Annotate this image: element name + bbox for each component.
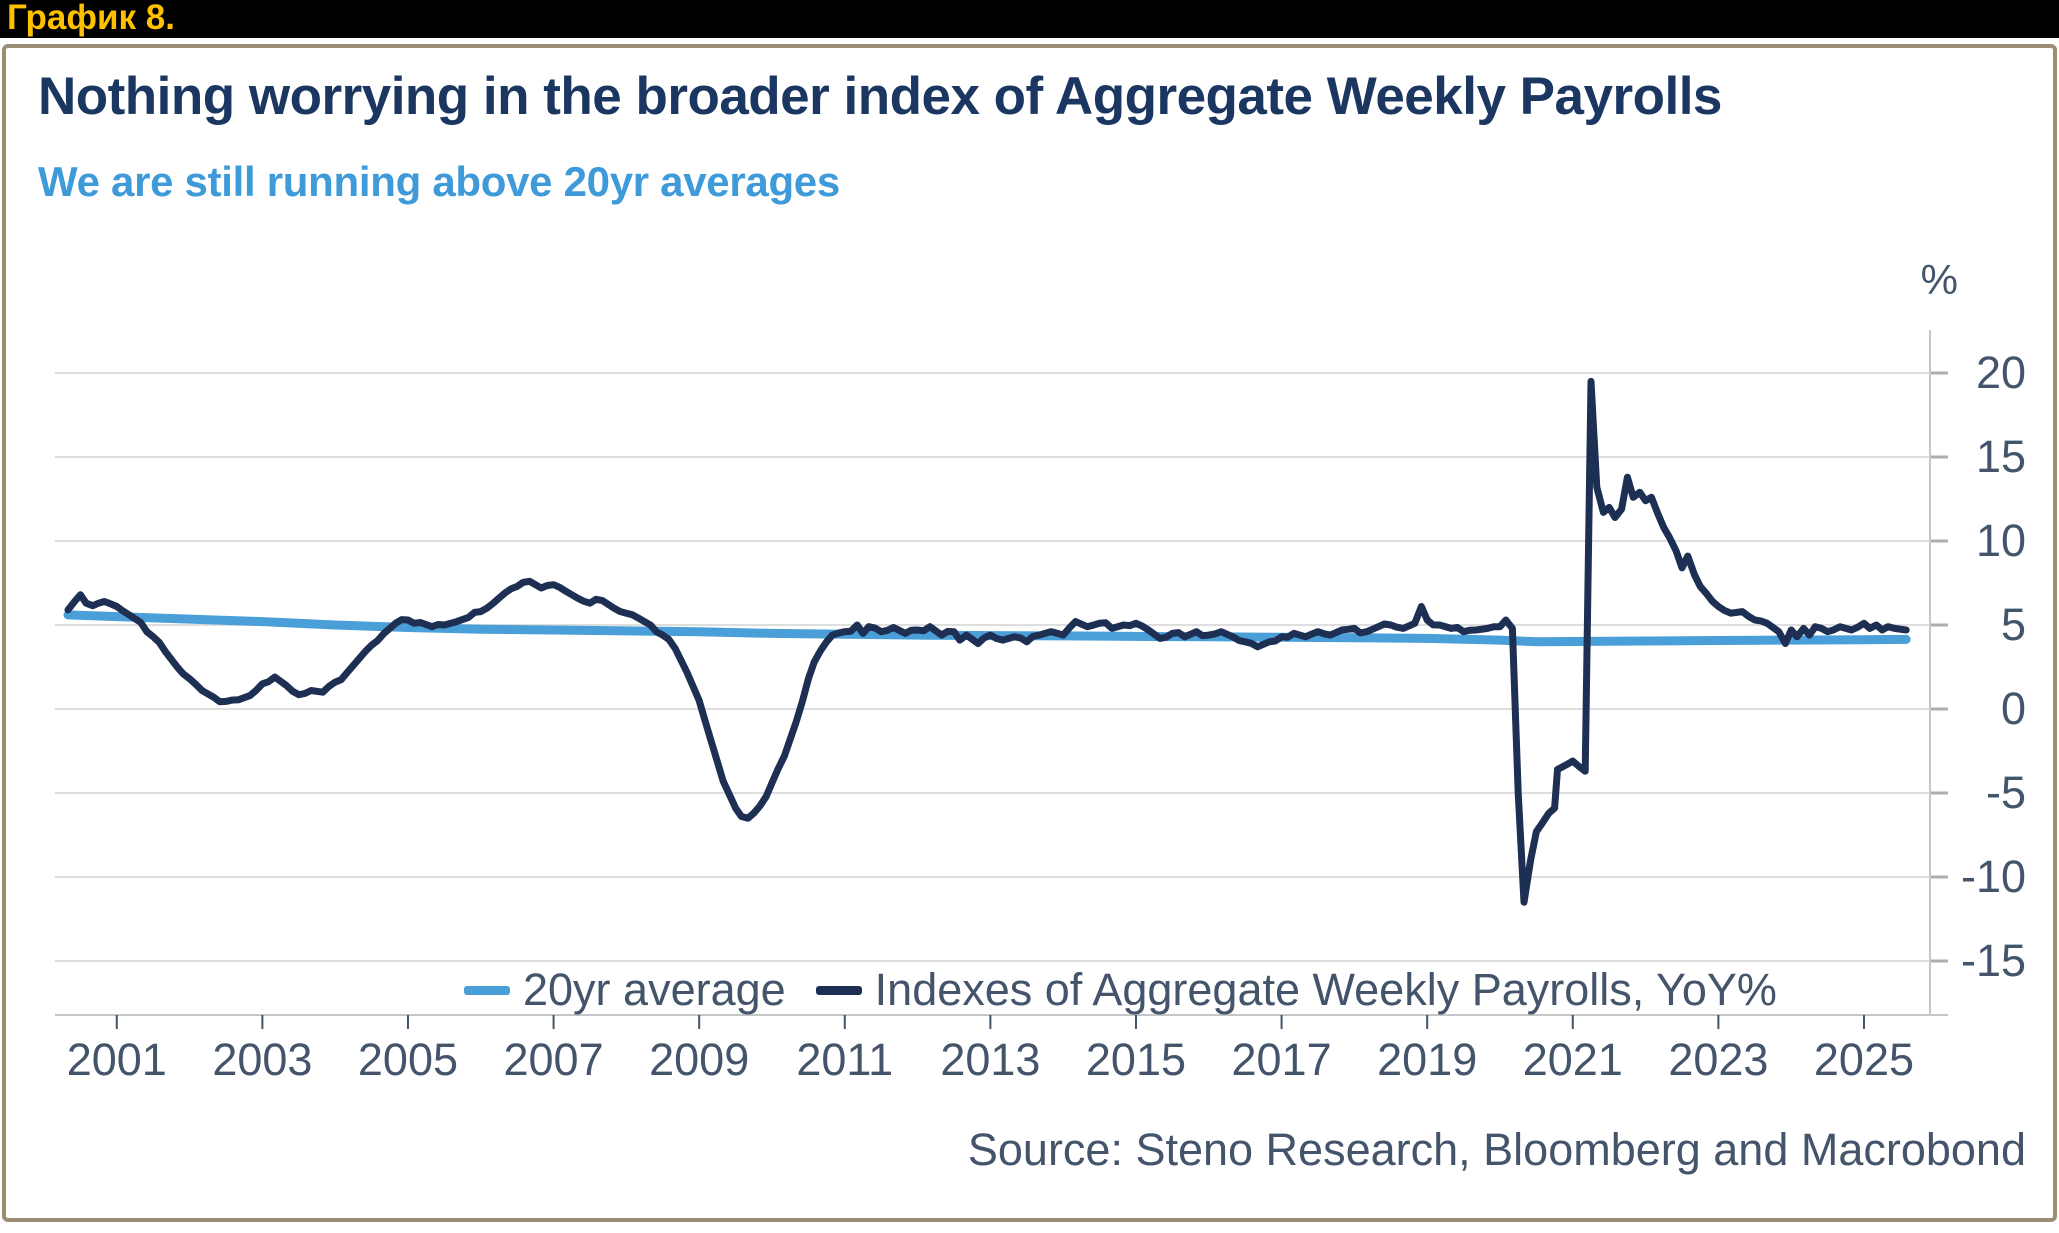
- legend-swatch-20yr-average: [464, 985, 510, 995]
- x-tick-label: 2005: [357, 1034, 459, 1085]
- payrolls-line-chart: [55, 330, 1948, 1029]
- x-tick-label: 2023: [1668, 1034, 1769, 1085]
- y-tick-label: 10: [1975, 515, 2026, 566]
- series-line-20yr-average: [63, 610, 1911, 647]
- legend-label: Indexes of Aggregate Weekly Payrolls, Yo…: [874, 964, 1777, 1015]
- y-tick-label: -10: [1960, 851, 2026, 902]
- x-tick-label: 2003: [212, 1034, 313, 1085]
- y-tick-label: -5: [1985, 767, 2026, 818]
- y-tick-label: -15: [1960, 935, 2026, 986]
- legend-label: 20yr average: [523, 964, 786, 1015]
- y-axis-unit-label: %: [1920, 256, 1958, 303]
- x-tick-label: 2019: [1377, 1034, 1478, 1085]
- x-tick-label: 2017: [1231, 1034, 1332, 1085]
- y-tick-label: 15: [1975, 431, 2026, 482]
- chart-subtitle: We are still running above 20yr averages: [38, 158, 840, 205]
- x-tick-label: 2021: [1522, 1034, 1623, 1085]
- source-caption: Source: Steno Research, Bloomberg and Ma…: [967, 1124, 2026, 1175]
- chart-legend: 20yr average Indexes of Aggregate Weekly …: [464, 964, 1777, 1016]
- x-tick-label: 2007: [503, 1034, 604, 1085]
- x-tick-label: 2011: [796, 1034, 894, 1085]
- legend-swatch-payrolls: [815, 985, 862, 995]
- x-tick-label: 2001: [66, 1034, 167, 1085]
- series-line-aggregate-weekly-payrolls: [64, 377, 1910, 906]
- top-banner: График 8.: [0, 0, 2059, 38]
- y-tick-label: 0: [2000, 683, 2026, 734]
- chart-title: Nothing worrying in the broader index of…: [38, 67, 1722, 126]
- y-tick-label: 20: [1975, 347, 2026, 398]
- chart-card: Nothing worrying in the broader index of…: [2, 44, 2057, 1222]
- x-tick-label: 2025: [1813, 1034, 1915, 1085]
- x-tick-label: 2015: [1085, 1034, 1187, 1085]
- banner-label: График 8.: [7, 0, 175, 37]
- x-tick-label: 2013: [940, 1034, 1041, 1085]
- y-tick-label: 5: [2000, 599, 2026, 650]
- x-tick-label: 2009: [649, 1034, 750, 1085]
- chart-card-inner: Nothing worrying in the broader index of…: [6, 48, 2053, 1218]
